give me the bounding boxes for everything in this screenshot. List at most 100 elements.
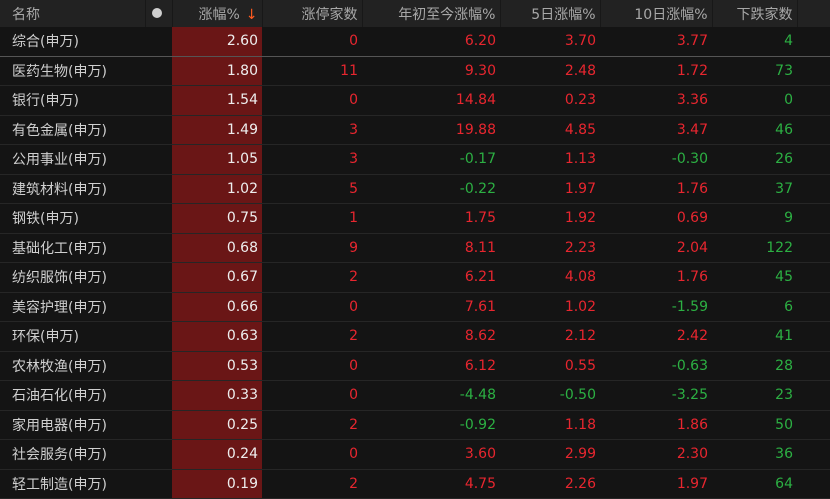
cell-ytd: 14.84 <box>362 85 500 116</box>
cell-change: 0.68 <box>172 233 262 263</box>
cell-decliners: 64 <box>712 469 797 499</box>
cell-5d: 4.08 <box>500 262 600 293</box>
cell-limit-up: 2 <box>262 410 362 440</box>
cell-change: 1.05 <box>172 144 262 175</box>
cell-5d: 0.23 <box>500 85 600 116</box>
cell-5d: 1.13 <box>500 144 600 175</box>
header-change[interactable]: 涨幅% ↓ <box>172 0 263 27</box>
table-row[interactable]: 银行(申万) 1.54 0 14.84 0.23 3.36 0 <box>0 85 830 116</box>
cell-change: 2.60 <box>172 27 262 57</box>
cell-name: 银行(申万) <box>0 85 145 116</box>
cell-ytd: 8.62 <box>362 321 500 352</box>
cell-dot <box>145 469 172 499</box>
cell-10d: -0.63 <box>600 351 712 381</box>
cell-change: 0.75 <box>172 203 262 234</box>
cell-decliners: 41 <box>712 321 797 352</box>
cell-5d: 1.92 <box>500 203 600 234</box>
cell-ytd: 7.61 <box>362 292 500 322</box>
cell-name: 有色金属(申万) <box>0 115 145 145</box>
cell-limit-up: 3 <box>262 144 362 175</box>
cell-change: 0.33 <box>172 380 262 411</box>
cell-10d: 1.97 <box>600 469 712 499</box>
cell-dot <box>145 174 172 204</box>
cell-spacer <box>797 410 830 440</box>
cell-spacer <box>797 262 830 293</box>
cell-10d: 1.76 <box>600 262 712 293</box>
cell-5d: 2.99 <box>500 439 600 470</box>
table-row[interactable]: 石油石化(申万) 0.33 0 -4.48 -0.50 -3.25 23 <box>0 380 830 411</box>
cell-10d: -3.25 <box>600 380 712 411</box>
cell-ytd: -4.48 <box>362 380 500 411</box>
cell-10d: 0.69 <box>600 203 712 234</box>
table-row[interactable]: 社会服务(申万) 0.24 0 3.60 2.99 2.30 36 <box>0 439 830 470</box>
cell-dot <box>145 115 172 145</box>
cell-limit-up: 0 <box>262 85 362 116</box>
cell-change: 0.66 <box>172 292 262 322</box>
table-row[interactable]: 轻工制造(申万) 0.19 2 4.75 2.26 1.97 64 <box>0 469 830 499</box>
cell-5d: 2.23 <box>500 233 600 263</box>
cell-change: 0.53 <box>172 351 262 381</box>
cell-ytd: 9.30 <box>362 56 500 86</box>
cell-change: 0.25 <box>172 410 262 440</box>
cell-name: 轻工制造(申万) <box>0 469 145 499</box>
cell-limit-up: 2 <box>262 469 362 499</box>
header-ytd[interactable]: 年初至今涨幅% <box>362 0 501 27</box>
cell-10d: -1.59 <box>600 292 712 322</box>
cell-name: 美容护理(申万) <box>0 292 145 322</box>
header-10d[interactable]: 10日涨幅% <box>600 0 713 27</box>
cell-5d: 2.26 <box>500 469 600 499</box>
cell-dot <box>145 203 172 234</box>
cell-dot <box>145 439 172 470</box>
cell-ytd: 6.21 <box>362 262 500 293</box>
table-row[interactable]: 综合(申万) 2.60 0 6.20 3.70 3.77 4 <box>0 27 830 57</box>
cell-decliners: 23 <box>712 380 797 411</box>
table-row[interactable]: 钢铁(申万) 0.75 1 1.75 1.92 0.69 9 <box>0 203 830 234</box>
cell-10d: 2.42 <box>600 321 712 352</box>
cell-limit-up: 0 <box>262 439 362 470</box>
cell-ytd: 4.75 <box>362 469 500 499</box>
header-limit-up[interactable]: 涨停家数 <box>262 0 363 27</box>
table-row[interactable]: 家用电器(申万) 0.25 2 -0.92 1.18 1.86 50 <box>0 410 830 440</box>
table-row[interactable]: 纺织服饰(申万) 0.67 2 6.21 4.08 1.76 45 <box>0 262 830 293</box>
table-row[interactable]: 有色金属(申万) 1.49 3 19.88 4.85 3.47 46 <box>0 115 830 145</box>
cell-10d: 1.76 <box>600 174 712 204</box>
table-row[interactable]: 医药生物(申万) 1.80 11 9.30 2.48 1.72 73 <box>0 56 830 86</box>
cell-ytd: 8.11 <box>362 233 500 263</box>
cell-dot <box>145 56 172 86</box>
table-row[interactable]: 公用事业(申万) 1.05 3 -0.17 1.13 -0.30 26 <box>0 144 830 175</box>
header-dot[interactable] <box>145 0 173 27</box>
cell-name: 医药生物(申万) <box>0 56 145 86</box>
cell-10d: 2.04 <box>600 233 712 263</box>
cell-spacer <box>797 380 830 411</box>
table-row[interactable]: 基础化工(申万) 0.68 9 8.11 2.23 2.04 122 <box>0 233 830 263</box>
header-name[interactable]: 名称 <box>0 0 146 27</box>
cell-limit-up: 0 <box>262 380 362 411</box>
cell-decliners: 0 <box>712 85 797 116</box>
cell-change: 0.24 <box>172 439 262 470</box>
cell-spacer <box>797 203 830 234</box>
cell-decliners: 26 <box>712 144 797 175</box>
table-row[interactable]: 环保(申万) 0.63 2 8.62 2.12 2.42 41 <box>0 321 830 352</box>
table-row[interactable]: 美容护理(申万) 0.66 0 7.61 1.02 -1.59 6 <box>0 292 830 322</box>
table-row[interactable]: 农林牧渔(申万) 0.53 0 6.12 0.55 -0.63 28 <box>0 351 830 381</box>
cell-dot <box>145 410 172 440</box>
table-row[interactable]: 建筑材料(申万) 1.02 5 -0.22 1.97 1.76 37 <box>0 174 830 204</box>
header-decliners[interactable]: 下跌家数 <box>712 0 798 27</box>
cell-ytd: -0.17 <box>362 144 500 175</box>
cell-decliners: 9 <box>712 203 797 234</box>
cell-name: 农林牧渔(申万) <box>0 351 145 381</box>
cell-limit-up: 2 <box>262 262 362 293</box>
cell-10d: 3.47 <box>600 115 712 145</box>
header-row: 名称 涨幅% ↓ 涨停家数 年初至今涨幅% 5日涨幅% 10日涨幅% 下跌家数 <box>0 0 830 27</box>
cell-decliners: 36 <box>712 439 797 470</box>
cell-spacer <box>797 292 830 322</box>
cell-dot <box>145 233 172 263</box>
cell-limit-up: 11 <box>262 56 362 86</box>
cell-spacer <box>797 321 830 352</box>
cell-name: 基础化工(申万) <box>0 233 145 263</box>
cell-5d: 2.48 <box>500 56 600 86</box>
cell-name: 综合(申万) <box>0 27 145 57</box>
cell-name: 钢铁(申万) <box>0 203 145 234</box>
cell-limit-up: 9 <box>262 233 362 263</box>
header-5d[interactable]: 5日涨幅% <box>500 0 601 27</box>
